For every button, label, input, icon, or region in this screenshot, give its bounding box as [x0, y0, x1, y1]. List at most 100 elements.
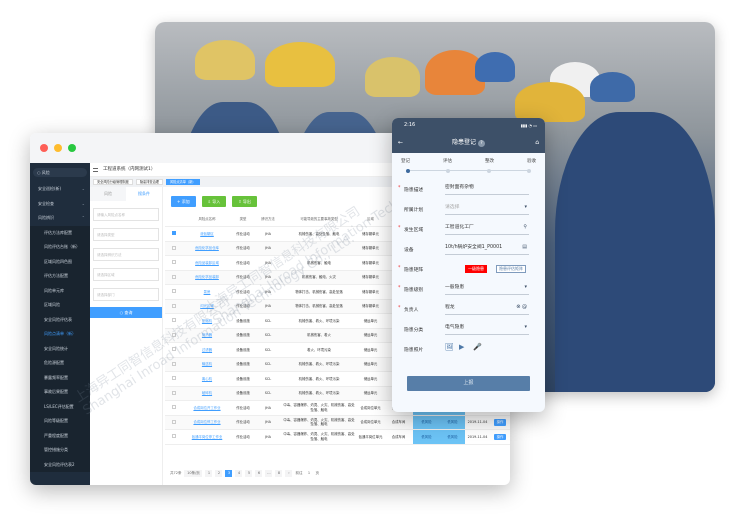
field-input[interactable]: 10t/h锅炉安全阀1_P0001 ▤ — [445, 243, 529, 255]
field-icon[interactable]: ▾ — [524, 204, 527, 210]
sidebar-item[interactable]: 安全风险评估表2 — [30, 457, 90, 472]
risk-point-link[interactable]: 压缩机 — [183, 313, 231, 329]
filter-input[interactable]: 请选择辨识方法 — [93, 248, 159, 261]
risk-point-link[interactable]: 输送机 — [183, 357, 231, 372]
filter-tab-conditions[interactable]: 搜条件 — [126, 187, 162, 201]
open-tab[interactable]: 隐患排查治理 — [135, 179, 163, 185]
page-button[interactable]: 1 — [205, 470, 213, 477]
page-button[interactable]: 2 — [215, 470, 223, 477]
sidebar-item[interactable]: 安全风险评估表 — [30, 312, 90, 327]
close-window-button[interactable] — [40, 144, 48, 152]
page-button[interactable]: ... — [265, 470, 273, 477]
filter-input[interactable]: 请选择部门 — [93, 288, 159, 301]
risk-point-link[interactable]: 闪光区域 — [183, 299, 231, 314]
sidebar-item[interactable]: 风险单元库 — [30, 283, 90, 298]
filter-input[interactable]: 请输入风险点名称 — [93, 208, 159, 221]
level-badge[interactable]: 一级隐患 — [465, 265, 487, 273]
row-checkbox[interactable] — [172, 347, 176, 351]
back-arrow-icon[interactable]: ← — [398, 139, 404, 146]
risk-point-link[interactable]: 合成岗位开工作业 — [183, 400, 231, 416]
row-checkbox[interactable] — [172, 419, 176, 424]
risk-point-link[interactable]: 危险品装卸区域 — [183, 255, 231, 271]
sidebar-item[interactable]: 暴露频率配置 — [30, 370, 90, 385]
maximize-window-button[interactable] — [68, 144, 76, 152]
sidebar-item[interactable]: 评估方法库配置 — [30, 225, 90, 240]
filter-input[interactable]: 请选择类型 — [93, 228, 159, 241]
row-checkbox[interactable] — [172, 231, 176, 235]
field-input[interactable]: 请选择 ▾ — [445, 203, 529, 215]
query-button[interactable]: ○ 查询 — [90, 307, 162, 318]
risk-point-link[interactable]: 换热器 — [183, 328, 231, 343]
add-button[interactable]: + 添加 — [171, 196, 196, 207]
row-checkbox[interactable] — [172, 376, 176, 380]
row-checkbox[interactable] — [172, 361, 176, 366]
sidebar-item[interactable]: 安全巡检(新) ⌄ — [30, 182, 90, 197]
row-checkbox[interactable] — [172, 332, 176, 337]
filter-input[interactable]: 请选择区域 — [93, 268, 159, 281]
page-button[interactable]: 8 — [275, 470, 283, 477]
row-checkbox[interactable] — [172, 303, 176, 308]
field-input[interactable]: 一般隐患 ▾ — [445, 283, 529, 295]
sidebar-item[interactable]: 风险辨识 ⌃ — [30, 211, 90, 226]
field-input[interactable]: 电气隐患 ▾ — [445, 323, 529, 335]
row-checkbox[interactable] — [172, 274, 176, 279]
field-input[interactable]: 密封面有杂物 — [445, 183, 529, 195]
minimize-window-button[interactable] — [54, 144, 62, 152]
page-button[interactable]: 3 — [225, 470, 233, 477]
row-checkbox[interactable] — [172, 318, 176, 322]
field-icon[interactable]: ⊗ @ — [516, 304, 527, 310]
sidebar-item[interactable]: 风险点清单（新） — [30, 327, 90, 342]
risk-point-link[interactable]: 液氨罐区 — [183, 226, 231, 242]
page-size-select[interactable]: 10条/页 — [184, 470, 203, 477]
row-checkbox[interactable] — [172, 405, 176, 409]
voice-upload-icon[interactable]: 🎤 — [473, 343, 482, 351]
open-tab[interactable]: 风险点清单（新） — [166, 179, 200, 185]
sidebar-item[interactable]: 风险等级配置 — [30, 414, 90, 429]
risk-point-link[interactable]: 过滤器 — [183, 342, 231, 358]
row-checkbox[interactable] — [172, 434, 176, 438]
sidebar-item[interactable]: 事故后果配置 — [30, 385, 90, 400]
sidebar-item[interactable]: 风险评估台账（新） — [30, 240, 90, 255]
field-icon[interactable]: ▾ — [524, 284, 527, 290]
submit-button[interactable]: 上报 — [407, 376, 530, 391]
risk-point-link[interactable]: 泵房 — [183, 284, 231, 300]
sidebar-item[interactable]: 安全检查 ⌄ — [30, 197, 90, 212]
page-button[interactable]: 4 — [235, 470, 243, 477]
risk-point-link[interactable]: 合成岗位停工作业 — [183, 415, 231, 430]
risk-point-link[interactable]: 危险化学品仓库 — [183, 241, 231, 256]
help-icon[interactable]: ? — [477, 140, 485, 147]
export-button[interactable]: ⇧ 导出 — [232, 196, 257, 207]
row-checkbox[interactable] — [172, 289, 176, 293]
sidebar-item[interactable]: 区域风险四色图 — [30, 254, 90, 269]
risk-point-link[interactable]: 危险化学品装卸 — [183, 270, 231, 285]
import-button[interactable]: ⇩ 导入 — [201, 196, 227, 207]
field-input[interactable]: 程龙 ⊗ @ — [445, 303, 529, 315]
field-icon[interactable]: ⚲ — [523, 224, 527, 230]
next-page-button[interactable]: › — [285, 470, 293, 477]
row-checkbox[interactable] — [172, 390, 176, 395]
video-upload-icon[interactable]: ▶ — [459, 343, 465, 351]
row-checkbox[interactable] — [172, 260, 176, 264]
risk-point-link[interactable]: 离心机 — [183, 371, 231, 387]
risk-point-link[interactable]: 破碎机 — [183, 386, 231, 401]
sidebar-item[interactable]: 安全风险统计 — [30, 341, 90, 356]
open-tab[interactable]: 安全风险分级管理制度 — [93, 179, 133, 185]
goto-page-input[interactable]: 1 — [305, 470, 313, 477]
risk-point-link[interactable]: 氨通平岗位停工作业 — [183, 429, 231, 445]
sidebar-item[interactable]: LS/LEC评估配置 — [30, 399, 90, 414]
page-button[interactable]: 5 — [245, 470, 253, 477]
home-icon[interactable]: ⌂ — [535, 139, 539, 146]
filter-tab-risk[interactable]: 风险 — [90, 187, 126, 201]
operate-button[interactable]: 操作 — [493, 433, 507, 440]
page-button[interactable]: 6 — [255, 470, 263, 477]
row-checkbox[interactable] — [172, 245, 176, 250]
field-input[interactable]: 工智道化工厂 ⚲ — [445, 223, 529, 235]
sidebar-item[interactable]: 管控措施分类 — [30, 443, 90, 458]
sidebar-item[interactable]: 严重程度配置 — [30, 428, 90, 443]
sidebar-item[interactable]: 评估方法配置 — [30, 269, 90, 284]
field-icon[interactable]: ▾ — [524, 324, 527, 330]
field-icon[interactable]: ▤ — [522, 244, 527, 250]
sidebar-item[interactable]: 区域风险 — [30, 298, 90, 313]
sidebar-search-input[interactable]: ○ 风险 — [33, 168, 87, 177]
matrix-button[interactable]: 隐患评估矩阵 — [496, 265, 526, 273]
